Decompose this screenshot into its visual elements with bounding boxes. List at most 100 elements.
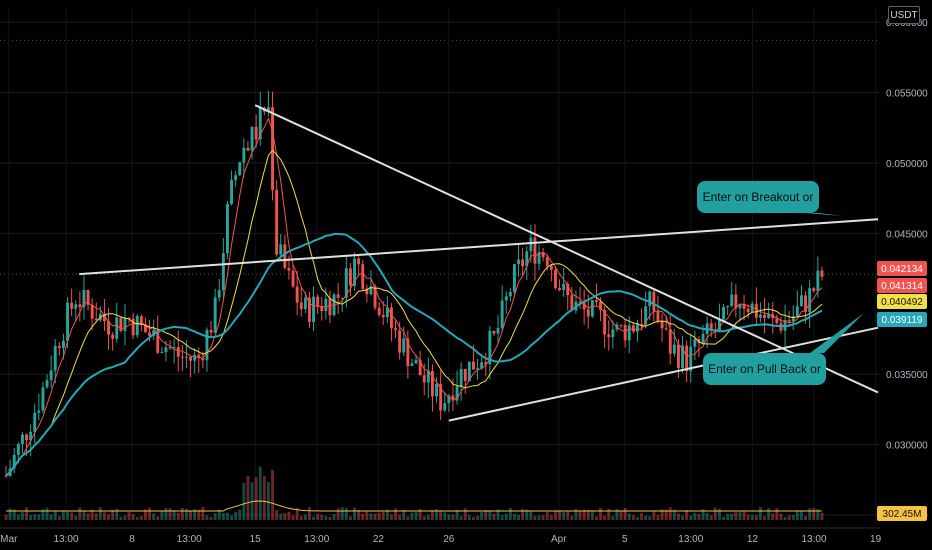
- volume-bar: [213, 513, 217, 520]
- candle-body: [709, 323, 713, 330]
- candle-body: [336, 294, 340, 298]
- candle-body: [652, 291, 656, 312]
- candle-body: [168, 347, 172, 349]
- candle-body: [406, 338, 410, 366]
- volume-bar: [795, 510, 799, 520]
- volume-bar: [439, 511, 443, 520]
- candle-body: [476, 368, 479, 370]
- volume-bar: [209, 516, 213, 520]
- volume-bar: [459, 516, 463, 520]
- volume-bar: [135, 516, 139, 520]
- volume-bar: [472, 516, 475, 520]
- volume-bar: [70, 512, 74, 520]
- volume-bar: [640, 512, 643, 520]
- volume-bar: [336, 508, 340, 520]
- volume-bar: [763, 515, 766, 520]
- candle-body: [353, 258, 356, 286]
- volume-bar: [648, 516, 652, 520]
- ma-slow-line: [5, 233, 823, 477]
- candle-body: [451, 395, 455, 401]
- volume-bar: [681, 515, 684, 520]
- volume-bar: [320, 514, 324, 520]
- volume-tag-bg: [877, 506, 927, 521]
- price-tag-bg: [877, 278, 927, 293]
- volume-ma-line: [6, 500, 822, 512]
- volume-bar: [246, 476, 250, 520]
- candle-body: [369, 286, 373, 295]
- volume-bar: [754, 515, 758, 520]
- volume-bar: [176, 512, 180, 520]
- volume-bar: [361, 513, 365, 520]
- volume-bar: [168, 508, 172, 520]
- candle-body: [246, 147, 250, 151]
- candle-body: [21, 434, 24, 444]
- volume-bar: [672, 509, 676, 520]
- volume-bar: [677, 513, 680, 520]
- candle-body: [115, 317, 119, 339]
- currency-button[interactable]: USDT: [888, 6, 920, 24]
- price-tag-bg: [877, 294, 927, 309]
- volume-bar: [812, 507, 816, 520]
- volume-bar: [16, 514, 20, 520]
- volume-bar: [94, 513, 98, 520]
- candle-body: [291, 270, 295, 287]
- volume-bar: [262, 476, 266, 520]
- candle-body: [82, 289, 86, 308]
- volume-bar: [49, 514, 53, 520]
- volume-bar: [590, 510, 594, 520]
- volume-bar: [234, 511, 238, 520]
- volume-bar: [410, 512, 414, 520]
- x-tick-label: 8: [129, 534, 135, 545]
- candle-body: [78, 304, 82, 308]
- candle-body: [349, 268, 352, 286]
- x-tick-label: 13:00: [801, 534, 826, 545]
- y-tick-label: 0.055000: [886, 88, 928, 99]
- candle-body: [390, 307, 393, 329]
- volume-bar: [349, 516, 352, 520]
- volume-bar: [299, 516, 303, 520]
- candle-body: [767, 314, 771, 318]
- volume-bar: [660, 509, 664, 520]
- volume-bar: [595, 516, 598, 520]
- volume-bar: [86, 513, 90, 520]
- volume-bar: [217, 509, 221, 520]
- price-tag-value: 0.042134: [881, 264, 923, 275]
- candle-body: [775, 318, 779, 324]
- candle-body: [627, 325, 631, 341]
- volume-bar: [431, 510, 434, 520]
- candle-body: [119, 317, 123, 332]
- volume-bar: [41, 509, 45, 520]
- volume-bar: [500, 515, 504, 520]
- candle-body: [672, 344, 676, 354]
- volume-bar: [324, 516, 328, 520]
- volume-bar: [447, 514, 451, 520]
- candle-body: [689, 346, 693, 372]
- candle-body: [66, 302, 69, 341]
- candle-body: [426, 370, 430, 383]
- candle-body: [176, 347, 180, 357]
- volume-bar: [771, 513, 775, 520]
- volume-bar: [463, 508, 467, 520]
- x-tick-label: 26: [443, 534, 455, 545]
- volume-bar: [689, 515, 693, 520]
- volume-bar: [652, 510, 656, 520]
- callout-pointer: [805, 213, 843, 216]
- volume-bar: [455, 509, 459, 520]
- candle-body: [33, 412, 37, 432]
- volume-bar: [53, 510, 57, 520]
- candle-body: [623, 324, 627, 341]
- volume-bar: [615, 508, 619, 520]
- candle-body: [45, 380, 49, 388]
- volume-bar: [123, 515, 127, 520]
- volume-bar: [316, 513, 320, 520]
- volume-bar: [119, 516, 123, 520]
- candle-body: [590, 300, 594, 317]
- candle-body: [599, 301, 602, 310]
- candle-body: [562, 284, 566, 290]
- volume-bar: [644, 515, 648, 520]
- candle-body: [70, 302, 74, 309]
- candle-body: [754, 303, 758, 318]
- volume-bar: [402, 509, 406, 520]
- candle-body: [12, 454, 16, 469]
